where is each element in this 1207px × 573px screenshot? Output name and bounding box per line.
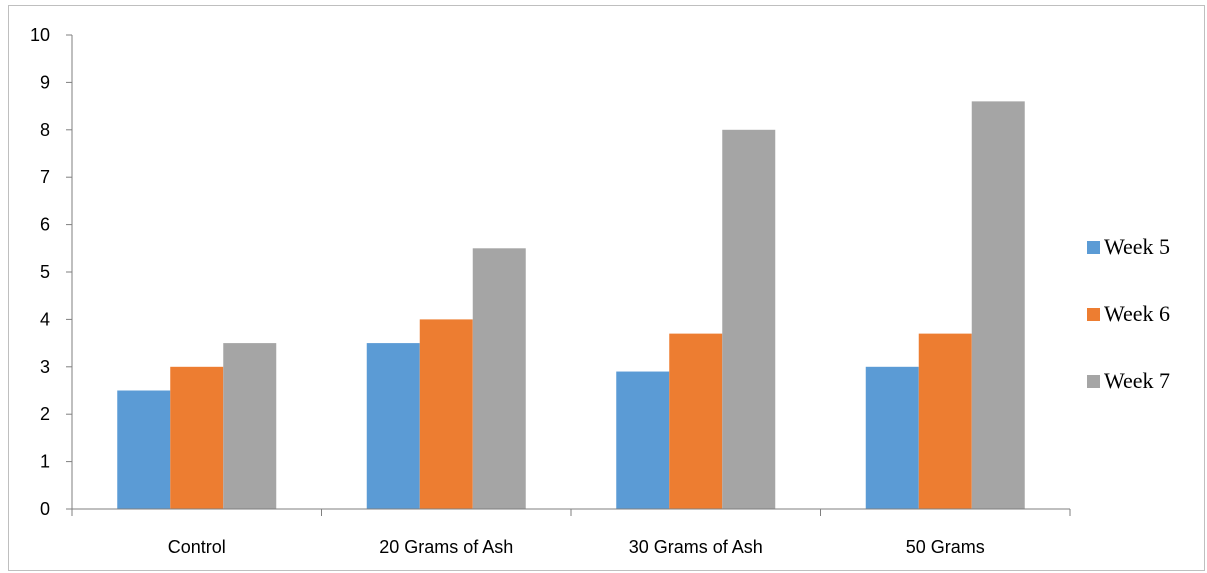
legend-label: Week 7 <box>1104 368 1170 393</box>
y-tick-label: 9 <box>40 72 50 92</box>
y-tick-label: 5 <box>40 262 50 282</box>
bar-week-6 <box>419 319 473 509</box>
legend-label: Week 5 <box>1104 234 1170 259</box>
bar-week-5 <box>616 371 670 509</box>
y-tick-label: 0 <box>40 499 50 519</box>
x-category-label: Control <box>168 537 226 557</box>
y-tick-label: 4 <box>40 309 50 329</box>
y-tick-label: 7 <box>40 167 50 187</box>
legend-swatch <box>1087 308 1100 321</box>
x-category-label: 20 Grams of Ash <box>379 537 513 557</box>
y-tick-label: 8 <box>40 120 50 140</box>
bar-week-5 <box>366 343 420 509</box>
legend: Week 5 Week 6 Week 7 <box>1087 234 1170 393</box>
y-tick-label: 1 <box>40 452 50 472</box>
bar-week-5 <box>865 366 919 509</box>
bar-week-6 <box>170 366 224 509</box>
x-category-label: 30 Grams of Ash <box>629 537 763 557</box>
bar-week-6 <box>918 333 972 509</box>
legend-label: Week 6 <box>1104 301 1170 326</box>
bar-week-6 <box>669 333 723 509</box>
bar-week-5 <box>117 390 171 509</box>
legend-swatch <box>1087 241 1100 254</box>
y-tick-label: 6 <box>40 215 50 235</box>
x-axis-ticks: Control 20 Grams of Ash 30 Grams of Ash 50 … <box>71 509 1071 557</box>
x-category-label: 50 Grams <box>906 537 985 557</box>
bar-week-7 <box>472 248 526 510</box>
bar-week-7 <box>223 343 277 509</box>
y-tick-label: 10 <box>30 25 50 45</box>
bars <box>117 101 1025 510</box>
bar-week-7 <box>722 129 776 510</box>
y-tick-label: 3 <box>40 357 50 377</box>
y-tick-label: 2 <box>40 404 50 424</box>
legend-swatch <box>1087 375 1100 388</box>
bar-week-7 <box>971 101 1025 510</box>
y-axis-ticks: 0 1 2 3 4 5 6 7 8 9 10 <box>30 25 72 519</box>
